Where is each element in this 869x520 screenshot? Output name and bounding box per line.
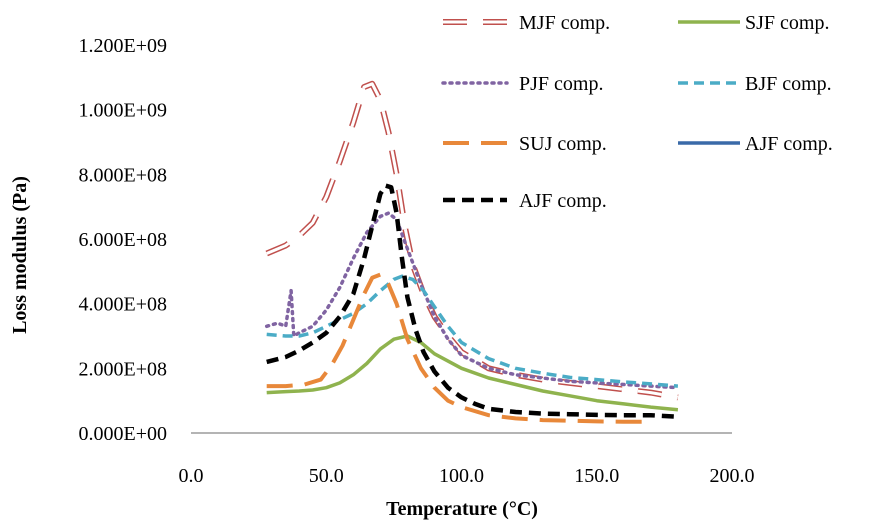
- series-3-path: [266, 274, 679, 388]
- series-2-path: [264, 211, 680, 390]
- y-tick-label: 1.000E+09: [79, 100, 168, 122]
- series-6-line: [266, 183, 679, 420]
- legend-label-2: PJF comp.: [519, 73, 603, 95]
- series-3-line: [266, 274, 679, 388]
- series-layer: [264, 80, 680, 424]
- x-tick-label: 0.0: [179, 465, 204, 487]
- y-tick-label: 8.000E+08: [79, 164, 168, 186]
- legend-label-0: MJF comp.: [519, 12, 610, 34]
- y-tick-label: 6.000E+08: [79, 229, 168, 251]
- legend-item-1: SJF comp.: [678, 12, 829, 34]
- legend-label-5: AJF comp.: [745, 133, 833, 155]
- legend: MJF comp. SJF comp. PJF comp. BJF comp. SUJ …: [441, 12, 833, 212]
- x-tick-label: 200.0: [710, 465, 755, 487]
- series-0-path-inner: [266, 82, 679, 399]
- legend-item-0: MJF comp.: [443, 12, 610, 34]
- x-axis-title: Temperature (°C): [386, 498, 538, 520]
- legend-label-6: AJF comp.: [519, 190, 607, 212]
- legend-label-1: SJF comp.: [745, 12, 829, 34]
- x-tick-label: 100.0: [439, 465, 484, 487]
- tick-labels: 0.000E+00 2.000E+08 4.000E+08 6.000E+08 8.00…: [79, 35, 755, 487]
- series-1-path: [266, 334, 679, 412]
- legend-label-4: SUJ comp.: [519, 133, 607, 155]
- legend-item-2: PJF comp.: [441, 73, 603, 95]
- legend-item-3: BJF comp.: [678, 73, 832, 95]
- x-tick-label: 150.0: [574, 465, 619, 487]
- y-tick-label: 4.000E+08: [79, 294, 168, 316]
- series-1-line: [266, 334, 679, 412]
- legend-item-5: AJF comp.: [678, 133, 833, 155]
- series-4-path: [266, 272, 651, 424]
- y-tick-label: 2.000E+08: [79, 358, 168, 380]
- x-tick-label: 50.0: [309, 465, 344, 487]
- y-tick-label: 0.000E+00: [79, 423, 168, 445]
- legend-label-3: BJF comp.: [745, 73, 832, 95]
- series-2-line: [264, 211, 680, 390]
- series-6-path: [266, 183, 679, 420]
- legend-item-4: SUJ comp.: [443, 133, 607, 155]
- legend-item-6: AJF comp.: [443, 190, 607, 212]
- y-tick-label: 1.200E+09: [79, 35, 168, 57]
- y-axis-title: Loss modulus (Pa): [9, 176, 31, 334]
- series-0-line: [265, 80, 679, 401]
- series-4-line: [266, 272, 651, 424]
